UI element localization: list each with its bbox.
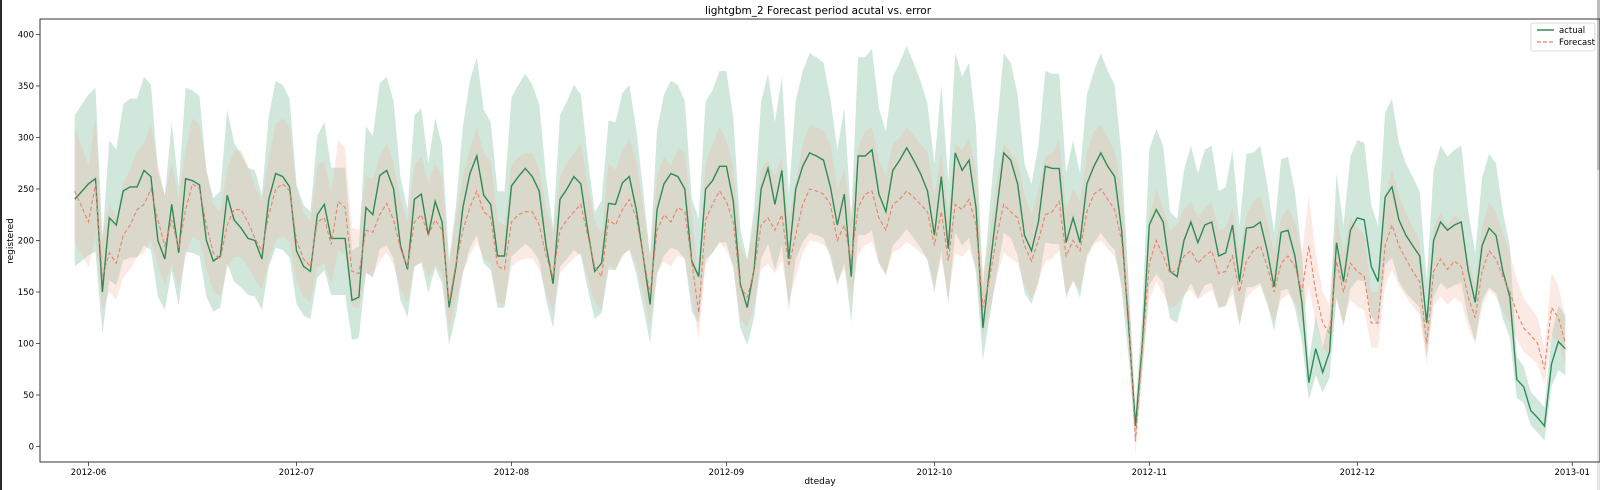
y-tick-label: 150 bbox=[18, 288, 34, 298]
series-line-forecast bbox=[74, 182, 1566, 442]
x-tick-label: 2013-01 bbox=[1555, 468, 1591, 478]
y-tick-label: 50 bbox=[23, 391, 34, 401]
legend-forecast-label: Forecast bbox=[1559, 38, 1596, 48]
x-axis-label: dteday bbox=[804, 477, 836, 487]
y-tick-label: 300 bbox=[18, 133, 34, 143]
series-line-actual bbox=[74, 146, 1566, 428]
x-tick-label: 2012-10 bbox=[917, 468, 953, 478]
scrollbar-track[interactable] bbox=[1597, 0, 1600, 490]
y-tick-label: 250 bbox=[18, 185, 34, 195]
legend-actual-label: actual bbox=[1559, 26, 1585, 36]
band-forecast bbox=[74, 118, 1566, 455]
y-tick-label: 100 bbox=[18, 340, 34, 350]
plot-area bbox=[74, 46, 1566, 455]
x-tick-label: 2012-11 bbox=[1132, 468, 1168, 478]
y-tick-label: 0 bbox=[29, 443, 34, 453]
x-axis: 2012-06 2012-07 2012-08 2012-09 2012-10 2012-… bbox=[71, 462, 1590, 478]
y-tick-label: 400 bbox=[18, 30, 34, 40]
x-tick-label: 2012-09 bbox=[709, 468, 745, 478]
band-actual bbox=[74, 46, 1566, 441]
y-axis-label: registered bbox=[6, 218, 16, 264]
scrollbar-thumb[interactable] bbox=[1597, 0, 1600, 170]
y-tick-label: 200 bbox=[18, 237, 34, 247]
chart-title: lightgbm_2 Forecast period acutal vs. er… bbox=[705, 5, 932, 17]
x-tick-label: 2012-06 bbox=[71, 468, 107, 478]
y-axis: 0 50 100 150 200 250 300 350 400 bbox=[18, 30, 40, 453]
x-tick-label: 2012-07 bbox=[279, 468, 315, 478]
legend: actual Forecast bbox=[1530, 22, 1596, 52]
x-tick-label: 2012-12 bbox=[1340, 468, 1376, 478]
y-tick-label: 350 bbox=[18, 82, 34, 92]
x-tick-label: 2012-08 bbox=[494, 468, 530, 478]
window-left-edge bbox=[0, 0, 2, 490]
